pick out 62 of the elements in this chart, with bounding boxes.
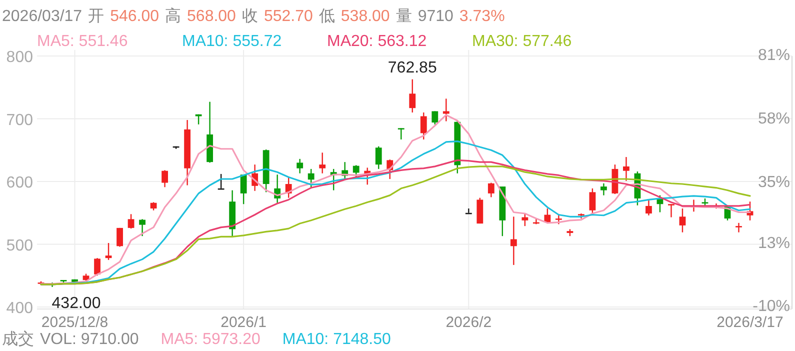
candlestick	[623, 156, 630, 182]
candlestick	[589, 188, 596, 214]
y-tick-label: 800	[6, 49, 34, 66]
annotation: 762.85	[388, 59, 437, 76]
candlestick	[139, 218, 146, 237]
y-tick-label: 700	[6, 112, 34, 129]
candlestick	[352, 164, 360, 178]
y2-tick-label: 58%	[758, 110, 790, 128]
text: 高	[165, 7, 182, 25]
x-tick-label: 2026/2	[446, 314, 492, 331]
text: 568.00	[187, 8, 236, 25]
candlestick	[668, 203, 674, 218]
candlestick	[476, 197, 484, 224]
text: 3.73%	[459, 8, 505, 25]
candlestick	[128, 214, 134, 230]
text: VOL: 9710.00	[40, 331, 139, 348]
y2-tick-label: 81%	[758, 47, 790, 64]
candlestick	[736, 222, 742, 233]
candlestick	[409, 78, 416, 114]
legend: MA5: 551.46 MA10: 555.72 MA20: 563.12 MA30: 577.46	[37, 33, 572, 50]
candlestick	[432, 110, 438, 125]
candlestick	[116, 227, 123, 248]
candlestick	[94, 257, 100, 276]
text: 552.70	[264, 8, 313, 25]
text: 538.00	[340, 8, 390, 25]
y-tick-label: 400	[6, 300, 34, 317]
candlestick	[510, 216, 517, 266]
candlestick	[420, 112, 427, 140]
candlestick	[308, 168, 314, 189]
y-tick-label: 500	[6, 237, 34, 254]
x-tick-label: 2026/1	[220, 314, 267, 331]
text: 546.00	[110, 8, 160, 25]
annotation: 432.00	[52, 294, 101, 312]
candlestick	[240, 174, 247, 205]
x-tick-label: 2025/12/8	[41, 314, 108, 331]
candlestick	[600, 182, 607, 196]
candlestick	[319, 152, 326, 174]
candlestick	[398, 128, 404, 140]
candlestick	[646, 198, 652, 216]
text: MA10: 7148.50	[282, 331, 391, 348]
y2-tick-label: 35%	[758, 174, 790, 192]
candlestick	[679, 208, 686, 233]
y2-tick-label: 13%	[758, 234, 790, 252]
y2-tick-label: -10%	[752, 298, 790, 316]
text: 2026/03/17	[2, 8, 82, 25]
text: 收	[242, 8, 258, 25]
candlestick	[488, 182, 494, 198]
text: 开	[88, 8, 104, 25]
candlestick	[555, 214, 562, 225]
text: 量	[396, 8, 412, 25]
text: 9710	[418, 8, 454, 25]
x-tick-label: 2026/3/17	[716, 314, 784, 331]
candlestick	[442, 98, 450, 122]
candlestick	[162, 170, 168, 188]
candlestick	[105, 242, 112, 261]
text: 成交	[2, 330, 34, 348]
candlestick	[375, 146, 382, 170]
candlestick	[296, 158, 304, 174]
candlestick	[522, 212, 528, 227]
y-tick-label: 600	[6, 174, 34, 192]
text: 低	[318, 8, 335, 25]
text: MA5: 5973.20	[160, 331, 260, 348]
